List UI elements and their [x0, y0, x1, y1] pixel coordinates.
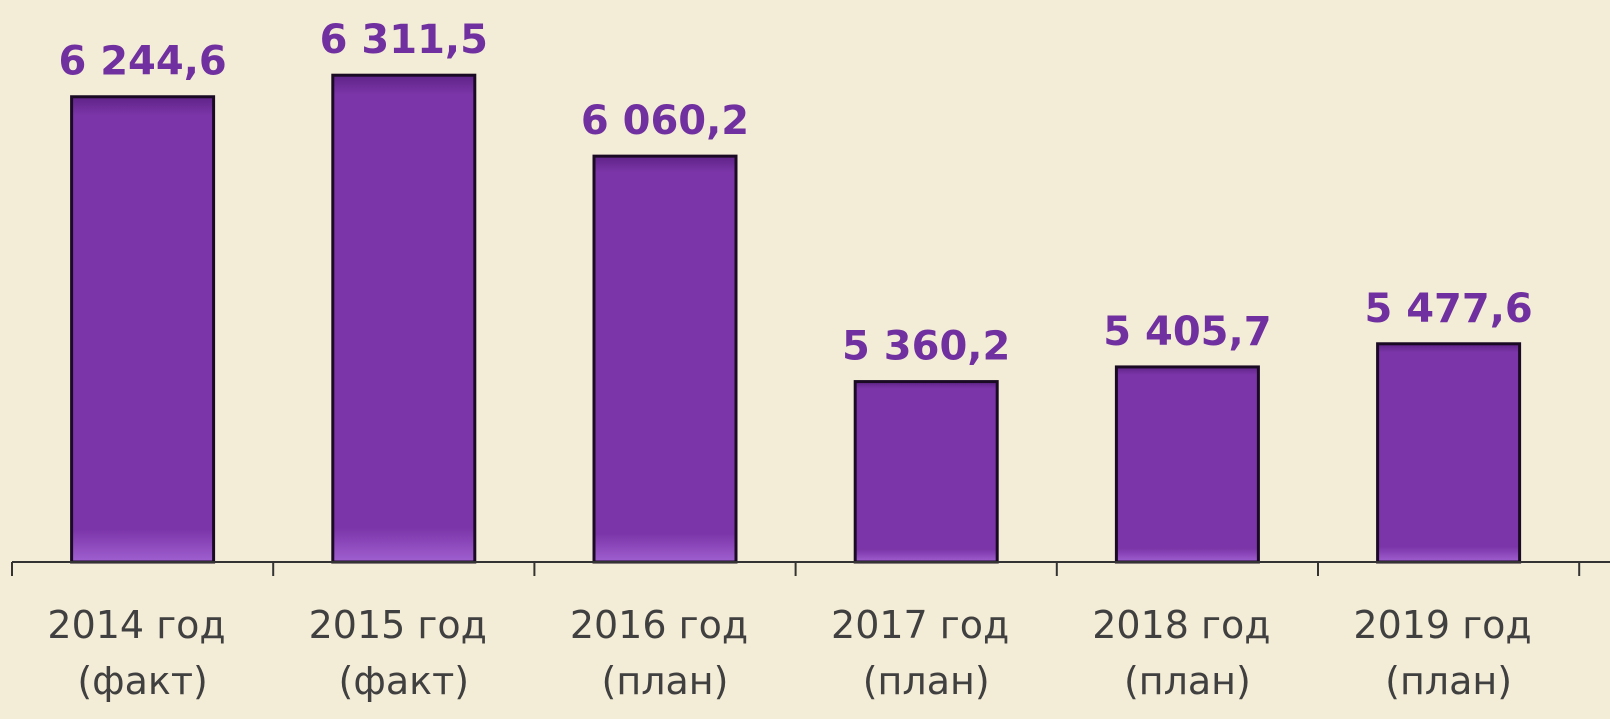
label-line: 2017 год	[831, 603, 1021, 647]
value-label: 6 060,2	[581, 98, 749, 144]
label-line: (факт)	[339, 659, 470, 703]
value-label: 5 405,7	[1103, 309, 1271, 355]
label-line: (факт)	[77, 659, 208, 703]
x-tick-label: 2015 год (факт)	[309, 603, 499, 703]
bar	[1376, 342, 1522, 564]
value-label: 5 477,6	[1364, 286, 1532, 332]
value-label: 6 311,5	[320, 17, 488, 63]
label-line: (план)	[602, 659, 729, 703]
x-tick-label: 2016 год (план)	[570, 603, 760, 703]
label-line: 2015 год	[309, 603, 499, 647]
bar	[331, 73, 477, 564]
x-tick-label: 2014 год (факт)	[47, 603, 237, 703]
bar	[592, 154, 738, 564]
x-tick-label: 2018 год (план)	[1092, 603, 1282, 703]
label-line: 2018 год	[1092, 603, 1282, 647]
value-label: 5 360,2	[842, 324, 1010, 370]
bar	[1114, 365, 1260, 564]
bar	[853, 380, 999, 564]
x-tick-label: 2017 год (план)	[831, 603, 1021, 703]
x-tick-label: 2019 год (план)	[1353, 603, 1543, 703]
label-line: (план)	[1124, 659, 1251, 703]
label-line: 2016 год	[570, 603, 760, 647]
label-line: 2019 год	[1353, 603, 1543, 647]
value-label: 6 244,6	[58, 39, 226, 85]
bar	[70, 95, 216, 564]
label-line: (план)	[863, 659, 990, 703]
label-line: 2014 год	[47, 603, 237, 647]
label-line: (план)	[1385, 659, 1512, 703]
